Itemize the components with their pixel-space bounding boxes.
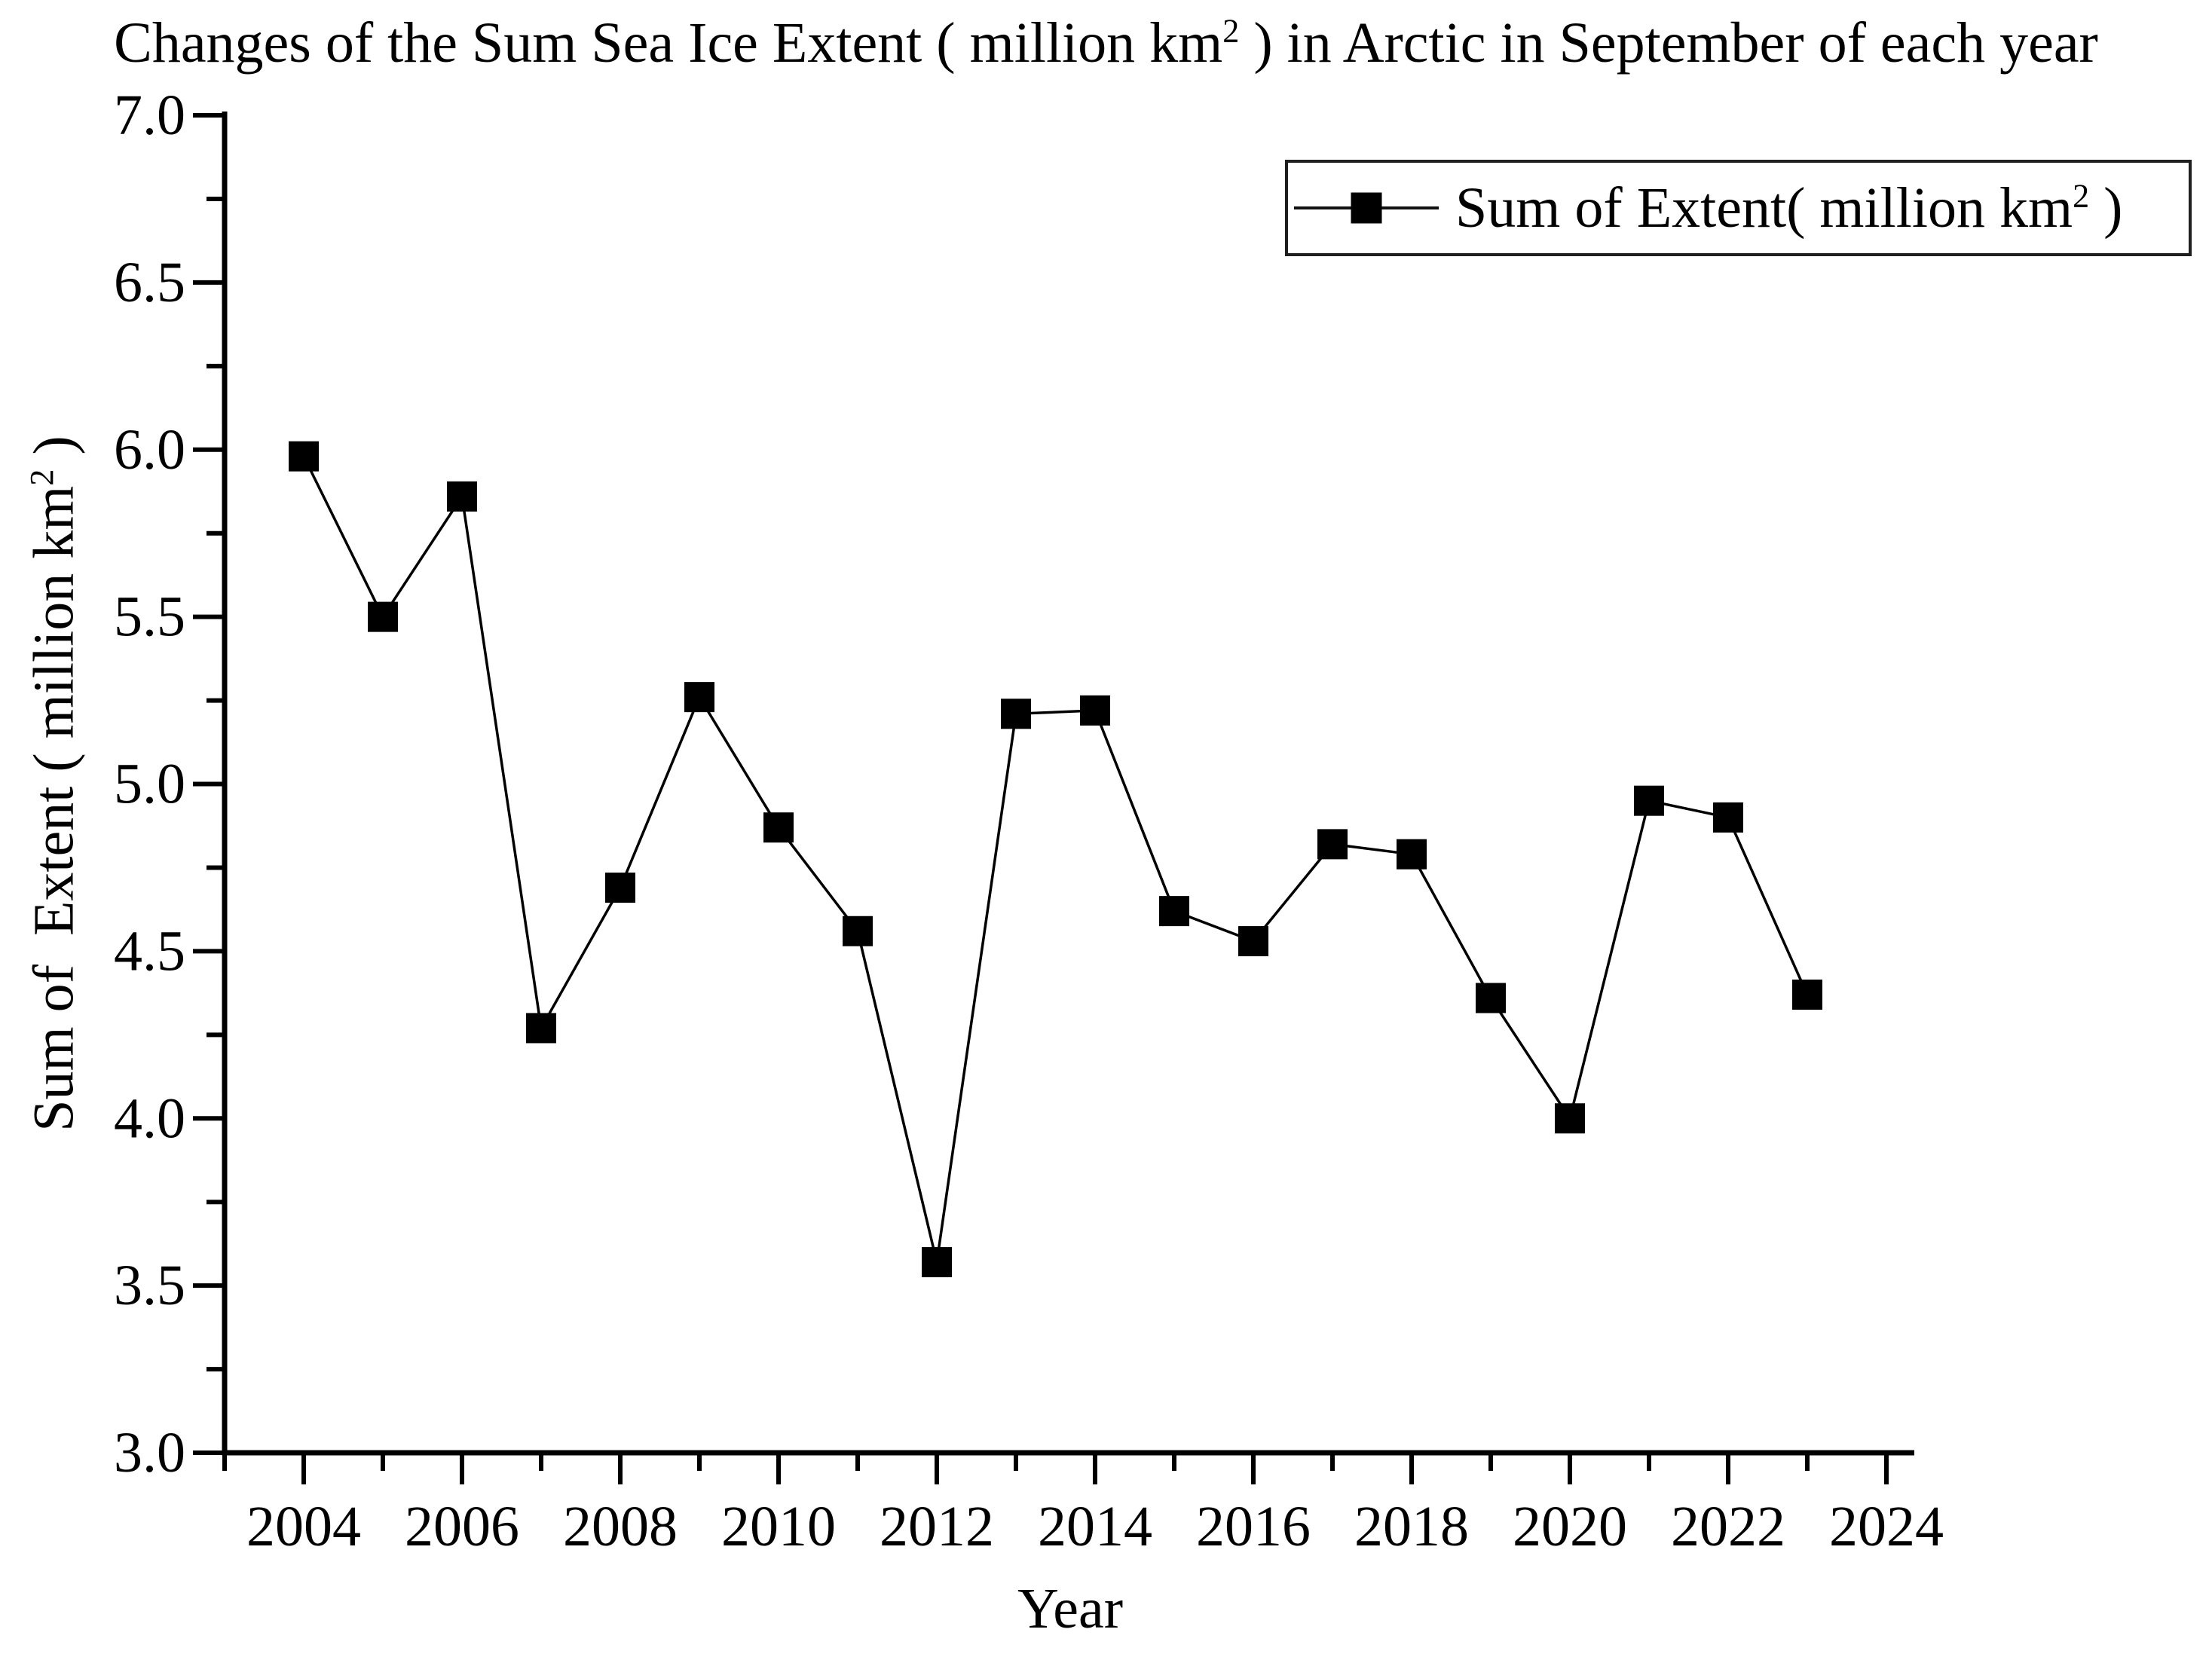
x-tick-label: 2014 (1038, 1495, 1152, 1558)
chart-title-text: Changes of the Sum Sea Ice Extent ( mill… (114, 11, 1223, 75)
data-point-marker (684, 682, 714, 713)
y-tick-label: 5.0 (114, 753, 185, 816)
y-tick-label: 6.5 (114, 251, 185, 314)
chart-title-suffix: ) in Arctic in September of each year (1239, 11, 2098, 75)
x-axis-title: Year (1017, 1577, 1124, 1640)
y-tick-label: 4.5 (114, 919, 185, 983)
data-point-marker (605, 873, 635, 903)
data-point-marker (1159, 896, 1189, 927)
x-tick-label: 2022 (1671, 1495, 1785, 1558)
data-point-marker (1555, 1103, 1585, 1134)
data-point-marker (1397, 839, 1427, 870)
data-point-marker (843, 916, 873, 946)
y-tick-label: 7.0 (114, 84, 185, 147)
legend-box: Sum of Extent( million km2 ) (1285, 160, 2192, 256)
data-point-marker (289, 441, 319, 472)
data-point-marker (1713, 802, 1743, 833)
data-point-marker (922, 1247, 952, 1278)
x-tick-label: 2006 (405, 1495, 519, 1558)
data-point-marker (1634, 785, 1664, 816)
data-point-marker (1792, 980, 1822, 1010)
y-axis-title-suffix: ) (22, 436, 86, 469)
x-tick-label: 2020 (1513, 1495, 1627, 1558)
legend-square-marker-icon (1351, 192, 1382, 224)
y-tick-label: 5.5 (114, 585, 185, 649)
y-axis-title-text: Sum of Extent ( million km (22, 485, 86, 1132)
data-point-marker (1476, 983, 1506, 1013)
x-tick-label: 2008 (563, 1495, 678, 1558)
y-axis-title-superscript: 2 (23, 469, 61, 486)
x-tick-label: 2010 (721, 1495, 836, 1558)
legend-label-superscript: 2 (2073, 177, 2090, 215)
data-point-marker (1001, 698, 1031, 729)
x-tick-label: 2016 (1196, 1495, 1311, 1558)
x-tick-label: 2004 (246, 1495, 361, 1558)
data-point-marker (526, 1013, 556, 1044)
x-tick-label: 2024 (1829, 1495, 1944, 1558)
x-tick-label: 2018 (1354, 1495, 1469, 1558)
data-point-marker (368, 601, 398, 632)
series-line (302, 455, 1809, 1263)
y-axis-title: Sum of Extent ( million km2 ) (22, 436, 87, 1131)
x-tick-label: 2012 (880, 1495, 994, 1558)
legend-label: Sum of Extent( million km2 ) (1455, 176, 2122, 241)
y-tick-label: 6.0 (114, 418, 185, 481)
chart-title: Changes of the Sum Sea Ice Extent ( mill… (0, 11, 2212, 75)
data-point-marker (1238, 926, 1268, 957)
legend-label-suffix: ) (2089, 176, 2123, 240)
data-point-marker (447, 481, 477, 512)
y-tick-label: 3.5 (114, 1254, 185, 1317)
data-point-marker (1317, 829, 1348, 860)
data-point-marker (1080, 695, 1110, 726)
y-tick-label: 3.0 (114, 1421, 185, 1484)
legend-label-text: Sum of Extent( million km (1455, 176, 2073, 240)
y-tick-label: 4.0 (114, 1087, 185, 1150)
chart-title-superscript: 2 (1222, 12, 1240, 50)
data-point-marker (763, 812, 794, 843)
legend-sample (1294, 192, 1439, 224)
